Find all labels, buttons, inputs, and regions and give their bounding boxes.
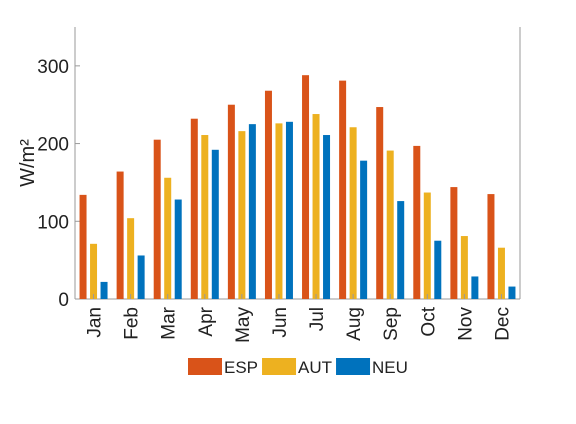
legend-label-aut: AUT — [298, 358, 332, 377]
x-tick-label: Aug — [344, 307, 365, 341]
x-tick-label: Feb — [122, 307, 143, 340]
bar-esp-dec — [487, 194, 495, 299]
bar-aut-jun — [275, 123, 283, 299]
y-tick-label: 100 — [37, 212, 69, 233]
bar-aut-sep — [386, 150, 394, 299]
x-tick-label: Nov — [455, 307, 476, 341]
legend: ESP AUT NEU — [188, 358, 408, 377]
bar-neu-may — [248, 124, 256, 300]
bar-aut-oct — [423, 192, 431, 299]
bar-esp-jun — [264, 90, 272, 300]
bar-neu-nov — [471, 276, 479, 299]
bar-esp-may — [227, 104, 235, 299]
bars-group — [79, 75, 516, 300]
x-tick-label: May — [233, 307, 254, 343]
legend-swatch-esp — [188, 358, 222, 375]
bar-neu-mar — [174, 199, 182, 299]
bar-neu-jun — [285, 121, 293, 299]
bar-neu-feb — [137, 255, 145, 299]
legend-label-neu: NEU — [372, 358, 408, 377]
bar-neu-apr — [211, 149, 219, 299]
x-tick-label: Jul — [307, 307, 328, 331]
legend-swatch-aut — [262, 358, 297, 375]
legend-label-esp: ESP — [224, 358, 258, 377]
y-tick-label: 300 — [37, 57, 69, 78]
bar-aut-nov — [460, 236, 468, 299]
x-tick-label: Jan — [85, 307, 106, 338]
bar-aut-jan — [90, 243, 98, 299]
bar-aut-apr — [201, 135, 209, 299]
bar-esp-mar — [153, 139, 161, 299]
bar-esp-aug — [339, 80, 347, 299]
bar-neu-sep — [397, 201, 405, 299]
x-tick-label: Mar — [159, 306, 180, 339]
bar-neu-dec — [508, 286, 516, 299]
bar-esp-jan — [79, 194, 87, 299]
bar-aut-may — [238, 131, 246, 299]
bar-neu-jan — [100, 281, 108, 299]
y-tick-label: 200 — [37, 135, 69, 156]
x-tick-label: Apr — [196, 306, 217, 336]
bar-esp-jul — [302, 75, 310, 299]
bar-esp-apr — [190, 118, 198, 300]
bar-esp-feb — [116, 171, 124, 299]
x-tick-label: Oct — [418, 306, 439, 336]
bar-esp-oct — [413, 145, 421, 299]
y-axis-ticks: 0 100 200 300 — [37, 57, 80, 311]
bar-aut-dec — [497, 247, 505, 299]
x-tick-label: Dec — [492, 307, 513, 341]
x-tick-label: Sep — [381, 307, 402, 341]
bar-neu-jul — [323, 135, 331, 299]
x-tick-label: Jun — [270, 307, 291, 338]
legend-swatch-neu — [336, 358, 371, 375]
y-tick-label: 0 — [58, 290, 69, 311]
bar-aut-aug — [349, 127, 357, 299]
plot-area — [74, 27, 521, 300]
bar-aut-jul — [312, 114, 320, 299]
y-axis-title: W/m² — [17, 139, 39, 187]
bar-esp-sep — [376, 107, 384, 299]
bar-neu-oct — [434, 240, 442, 299]
bar-aut-feb — [127, 218, 135, 299]
x-axis-ticks: Jan Feb Mar Apr May Jun Jul Aug Sep Oct Nov Dec — [85, 294, 513, 343]
bar-neu-aug — [360, 160, 368, 299]
bar-esp-nov — [450, 187, 458, 299]
bar-aut-mar — [164, 177, 172, 299]
